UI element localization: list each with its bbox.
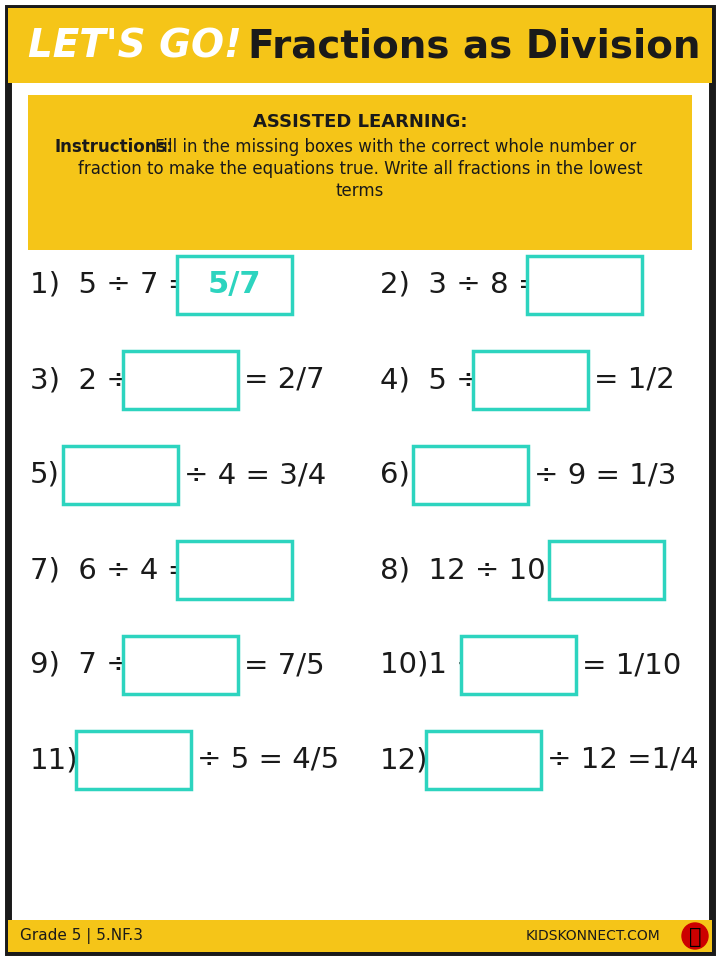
Text: 4)  5 ÷: 4) 5 ÷ bbox=[380, 366, 481, 394]
FancyBboxPatch shape bbox=[413, 446, 528, 504]
FancyBboxPatch shape bbox=[123, 351, 238, 409]
Text: Fractions as Division: Fractions as Division bbox=[248, 28, 700, 66]
Text: 3)  2 ÷: 3) 2 ÷ bbox=[30, 366, 131, 394]
Text: 1)  5 ÷ 7 =: 1) 5 ÷ 7 = bbox=[30, 271, 192, 299]
FancyBboxPatch shape bbox=[526, 256, 642, 314]
Text: 12): 12) bbox=[380, 746, 428, 774]
Text: KIDSKONNECT.COM: KIDSKONNECT.COM bbox=[526, 929, 660, 943]
FancyBboxPatch shape bbox=[76, 731, 191, 789]
Text: = 1/10: = 1/10 bbox=[582, 651, 681, 679]
Text: ÷ 12 =1/4: ÷ 12 =1/4 bbox=[546, 746, 698, 774]
FancyBboxPatch shape bbox=[63, 446, 179, 504]
Text: ÷ 4 = 3/4: ÷ 4 = 3/4 bbox=[184, 461, 326, 489]
Text: 5/7: 5/7 bbox=[207, 271, 261, 300]
FancyBboxPatch shape bbox=[549, 541, 664, 599]
Text: terms: terms bbox=[336, 182, 384, 200]
Text: 2)  3 ÷ 8 =: 2) 3 ÷ 8 = bbox=[380, 271, 542, 299]
Text: fraction to make the equations true. Write all fractions in the lowest: fraction to make the equations true. Wri… bbox=[78, 160, 642, 178]
Text: = 2/7: = 2/7 bbox=[244, 366, 325, 394]
Text: 6): 6) bbox=[380, 461, 410, 489]
FancyBboxPatch shape bbox=[473, 351, 588, 409]
Text: ÷ 9 = 1/3: ÷ 9 = 1/3 bbox=[534, 461, 677, 489]
Text: 10)1 ÷: 10)1 ÷ bbox=[380, 651, 481, 679]
FancyBboxPatch shape bbox=[8, 8, 712, 952]
Text: = 7/5: = 7/5 bbox=[244, 651, 325, 679]
FancyBboxPatch shape bbox=[8, 920, 712, 952]
FancyBboxPatch shape bbox=[123, 636, 238, 694]
Text: Instructions:: Instructions: bbox=[55, 138, 174, 156]
Text: 🍎: 🍎 bbox=[689, 927, 701, 947]
Text: 9)  7 ÷: 9) 7 ÷ bbox=[30, 651, 130, 679]
Text: LET'S GO!: LET'S GO! bbox=[28, 28, 242, 66]
Text: ÷ 5 = 4/5: ÷ 5 = 4/5 bbox=[197, 746, 339, 774]
FancyBboxPatch shape bbox=[176, 541, 292, 599]
Text: 7)  6 ÷ 4 =: 7) 6 ÷ 4 = bbox=[30, 556, 192, 584]
Text: Grade 5 | 5.NF.3: Grade 5 | 5.NF.3 bbox=[20, 928, 143, 944]
FancyBboxPatch shape bbox=[176, 256, 292, 314]
Text: = 1/2: = 1/2 bbox=[594, 366, 675, 394]
Text: Fill in the missing boxes with the correct whole number or: Fill in the missing boxes with the corre… bbox=[155, 138, 636, 156]
Text: 11): 11) bbox=[30, 746, 78, 774]
Circle shape bbox=[682, 923, 708, 949]
Text: 5): 5) bbox=[30, 461, 60, 489]
FancyBboxPatch shape bbox=[8, 8, 712, 83]
FancyBboxPatch shape bbox=[426, 731, 541, 789]
Text: 8)  12 ÷ 10 =: 8) 12 ÷ 10 = bbox=[380, 556, 580, 584]
Text: ASSISTED LEARNING:: ASSISTED LEARNING: bbox=[253, 113, 467, 131]
FancyBboxPatch shape bbox=[28, 95, 692, 250]
FancyBboxPatch shape bbox=[461, 636, 575, 694]
